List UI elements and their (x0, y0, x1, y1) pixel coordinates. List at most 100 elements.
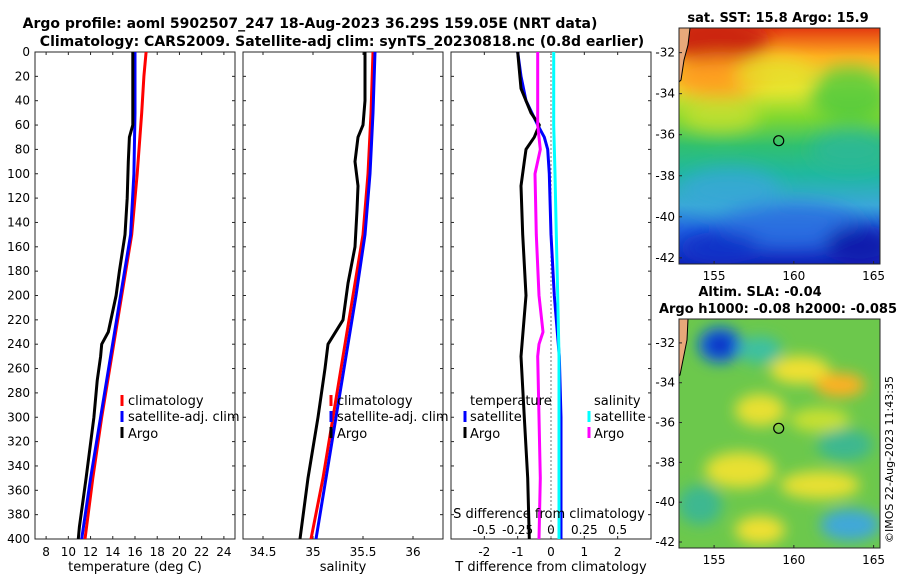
map-lon-label: 160 (782, 553, 805, 567)
sla-map-title-1: Altim. SLA: -0.04 (698, 285, 821, 300)
s-difference-xlabel: S difference from climatology (453, 507, 645, 522)
sst-field-detail (679, 28, 880, 264)
title-line-2: Climatology: CARS2009. Satellite-adj cli… (40, 34, 644, 50)
salinity-axis: 34.5 35 35.5 36 (250, 52, 421, 559)
legend-salinity-heading: salinity (594, 394, 641, 409)
depth-axis: 0 20 40 60 80 100 120 140 160 180 200 220 240 260 280 3… (7, 45, 651, 546)
map-lat-label: -32 (655, 336, 675, 350)
sla-map-axes: 155 160 165 -32 -34 -36 -38 -40 -42 (655, 336, 885, 567)
temperature-xlabel: temperature (deg C) (68, 560, 202, 575)
sst-map-frame (678, 27, 881, 265)
x-tick-label: 20 (172, 545, 187, 559)
x-tick-label: 0 (547, 545, 555, 559)
depth-tick-label: 340 (7, 459, 30, 473)
series-line-climatology (309, 52, 375, 539)
map-lat-label: -32 (655, 46, 675, 60)
depth-tick-label: 320 (7, 435, 30, 449)
depth-tick-label: 140 (7, 215, 30, 229)
x-tick-label: 34.5 (250, 545, 277, 559)
map-lat-label: -40 (655, 495, 675, 509)
map-lat-label: -36 (655, 128, 675, 142)
sst-map-axes: 155 160 165 -32 -34 -36 -38 -40 -42 (655, 46, 885, 283)
s-diff-tick-label: 0.5 (608, 523, 627, 537)
x-tick-label: -2 (478, 545, 490, 559)
x-tick-label: -1 (512, 545, 524, 559)
legend-argo-label: Argo (337, 427, 367, 442)
map-lon-label: 160 (782, 269, 805, 283)
legend-satellite-label: satellite-adj. clim (128, 410, 240, 425)
legend-s-satellite-label: satellite (594, 410, 646, 425)
sla-map (679, 319, 880, 548)
series-line-satellite-adj-clim (80, 52, 137, 539)
map-lat-label: -36 (655, 416, 675, 430)
depth-tick-label: 260 (7, 362, 30, 376)
map-lat-label: -38 (655, 455, 675, 469)
sst-map (679, 28, 880, 264)
map-lat-label: -40 (655, 210, 675, 224)
depth-tick-label: 100 (7, 167, 30, 181)
sla-field-detail (679, 327, 880, 544)
x-tick-label: 12 (83, 545, 98, 559)
depth-tick-label: 120 (7, 191, 30, 205)
legend-s-argo-label: Argo (594, 427, 624, 442)
x-tick-label: 18 (150, 545, 165, 559)
s-diff-tick-label: 0.25 (571, 523, 598, 537)
depth-tick-label: 40 (15, 94, 30, 108)
x-tick-label: 16 (127, 545, 142, 559)
depth-tick-label: 60 (15, 118, 30, 132)
depth-tick-label: 360 (7, 483, 30, 497)
map-lat-label: -42 (655, 535, 675, 549)
x-tick-label: 2 (614, 545, 622, 559)
depth-tick-label: 280 (7, 386, 30, 400)
series-line-salinity-argo (533, 52, 545, 539)
series-line-temperature-argo (516, 52, 541, 539)
x-tick-label: 10 (61, 545, 76, 559)
imos-credit: ©IMOS 22-Aug-2023 11:43:35 (883, 376, 896, 543)
series-line-argo (76, 52, 135, 539)
temperature-series (76, 52, 148, 539)
x-tick-label: 14 (105, 545, 120, 559)
x-tick-label: 8 (42, 545, 50, 559)
depth-tick-label: 380 (7, 508, 30, 522)
title-line-1: Argo profile: aoml 5902507_247 18-Aug-20… (23, 16, 598, 32)
legend-argo-label: Argo (128, 427, 158, 442)
depth-tick-label: 220 (7, 313, 30, 327)
salinity-legend: climatology satellite-adj. clim Argo (329, 394, 449, 442)
depth-tick-label: 180 (7, 264, 30, 278)
map-lon-label: 155 (703, 269, 726, 283)
t-difference-xlabel: T difference from climatology (454, 560, 647, 575)
salinity-xlabel: salinity (320, 560, 367, 575)
legend-t-satellite-label: satellite (470, 410, 522, 425)
map-lon-label: 155 (703, 553, 726, 567)
depth-tick-label: 200 (7, 289, 30, 303)
depth-tick-label: 80 (15, 142, 30, 156)
temperature-axis: 8 10 12 14 16 18 20 22 24 (42, 52, 232, 559)
sla-map-frame (678, 318, 881, 549)
difference-legend-temperature: temperature satellite Argo (463, 394, 552, 442)
salinity-plot-frame (242, 51, 444, 540)
depth-tick-label: 240 (7, 337, 30, 351)
sst-map-title: sat. SST: 15.8 Argo: 15.9 (687, 11, 868, 26)
legend-satellite-label: satellite-adj. clim (337, 410, 449, 425)
temperature-legend: climatology satellite-adj. clim Argo (120, 394, 240, 442)
x-tick-label: 35 (305, 545, 320, 559)
map-lon-label: 165 (862, 269, 885, 283)
series-line-argo (298, 52, 367, 539)
map-lat-label: -42 (655, 251, 675, 265)
depth-tick-label: 0 (22, 45, 30, 59)
depth-tick-label: 160 (7, 240, 30, 254)
x-tick-label: 36 (405, 545, 420, 559)
depth-tick-label: 400 (7, 532, 30, 546)
map-lon-label: 165 (862, 553, 885, 567)
difference-series (516, 52, 563, 539)
sla-map-title-2: Argo h1000: -0.08 h2000: -0.085 (659, 302, 897, 317)
sst-coastline (679, 28, 691, 83)
series-line-satellite-adj-clim (314, 52, 377, 539)
s-difference-axis: -0.5-0.2500.250.5 (473, 523, 628, 537)
legend-climatology-label: climatology (128, 394, 204, 409)
sla-coastline (679, 319, 689, 377)
x-tick-label: 22 (194, 545, 209, 559)
salinity-series (298, 52, 377, 539)
s-diff-tick-label: -0.25 (502, 523, 533, 537)
